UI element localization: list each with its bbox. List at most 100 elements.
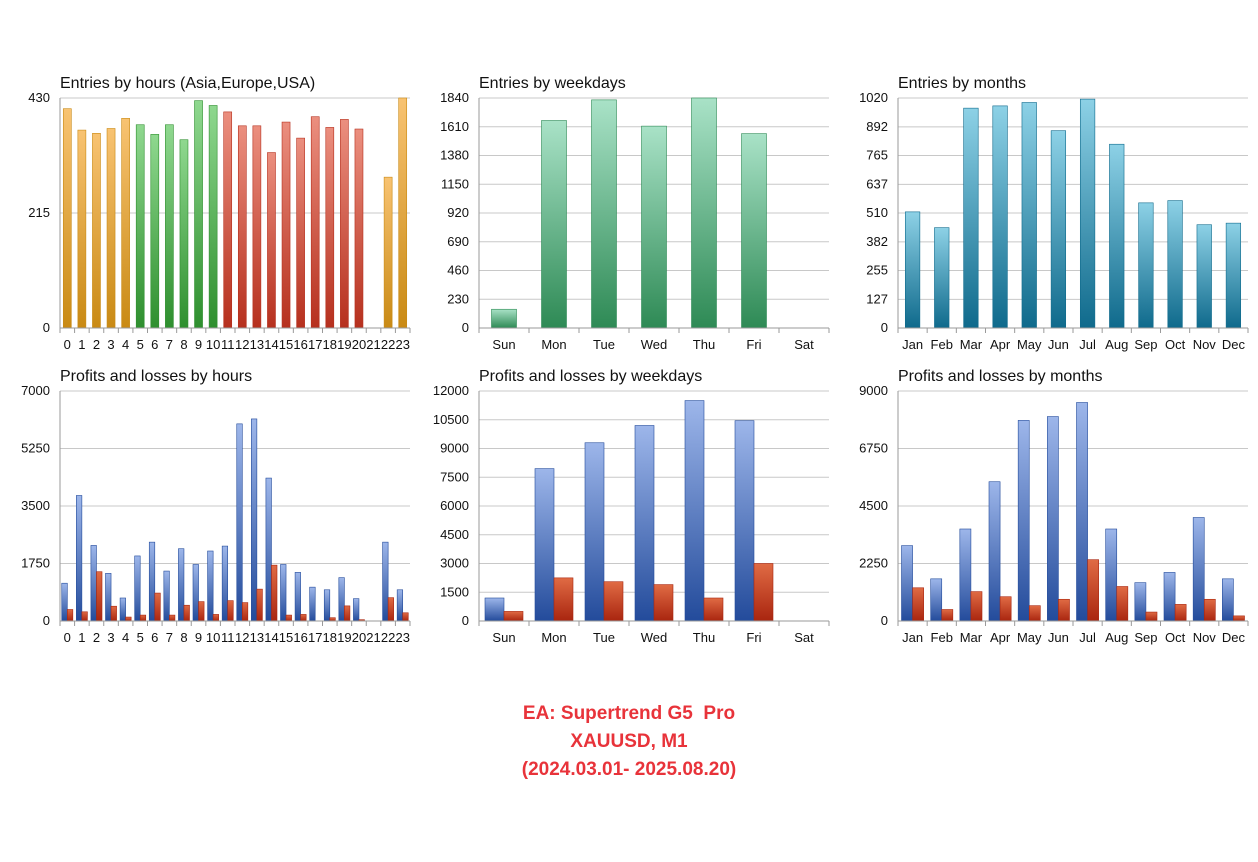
bar [344,605,351,622]
bar [281,121,291,329]
bar [534,468,555,622]
bar [169,614,176,622]
bar [61,582,68,622]
bar [271,564,278,622]
x-tick-label: 20 [352,630,366,645]
x-tick-label: 21 [366,337,380,352]
x-tick-label: 7 [166,630,173,645]
x-tick-label: Feb [931,337,953,352]
bar [634,425,655,622]
bar [691,97,717,329]
x-tick-label: 2 [93,337,100,352]
bar [901,545,913,622]
y-tick-label: 3000 [440,556,469,571]
bar [323,589,331,622]
bar [591,99,617,329]
y-tick-label: 892 [866,119,888,134]
chart-profits-losses-by-weekdays: Profits and losses by weekdays 0 1500 3000 4… [429,363,830,663]
x-tick-label: May [1017,337,1042,352]
x-tick-label: Oct [1165,337,1186,352]
bar [119,597,126,622]
x-tick-label: 19 [337,337,351,352]
y-tick-label: 765 [866,148,888,163]
bar [179,139,189,329]
bar [1028,605,1041,622]
x-tick-label: Apr [990,630,1011,645]
x-tick-label: 12 [235,630,249,645]
bar [603,581,624,622]
y-tick-label: 510 [866,205,888,220]
x-tick-label: Thu [693,630,715,645]
x-tick-label: 5 [137,630,144,645]
bar [1163,572,1176,622]
bar [988,481,1001,622]
bar [340,119,349,329]
x-tick-label: 1 [78,630,85,645]
y-tick-label: 230 [447,291,469,306]
x-tick-label: Jun [1048,337,1069,352]
chart-title: Profits and losses by weekdays [479,368,702,385]
bar [1047,416,1059,622]
x-tick-label: Jul [1079,630,1096,645]
x-tick-label: Wed [641,337,668,352]
bar [92,133,101,329]
bar [1105,528,1118,622]
bar [1225,222,1242,329]
y-tick-label: 0 [881,320,888,335]
x-tick-label: 2 [93,630,100,645]
bar [294,572,301,622]
x-tick-label: Nov [1193,337,1217,352]
y-tick-label: 1840 [440,90,469,105]
x-tick-label: Dec [1222,337,1246,352]
x-tick-label: 10 [206,630,220,645]
y-tick-label: 9000 [859,383,888,398]
bar [106,128,116,329]
bar [256,588,263,622]
bar [121,118,130,329]
bar [236,423,243,622]
bar [491,308,517,329]
bar [541,120,567,329]
y-tick-label: 255 [866,263,888,278]
x-tick-label: Mar [960,337,983,352]
x-tick-label: Aug [1105,630,1128,645]
x-tick-label: 6 [151,630,158,645]
x-tick-label: Sat [794,630,814,645]
chart-svg: Profits and losses by hours0175035005250… [21,368,411,645]
y-tick-label: 430 [28,90,50,105]
x-tick-label: 18 [323,337,337,352]
bar [252,125,262,329]
bar [139,614,147,622]
bar [1116,586,1129,622]
y-tick-label: 637 [866,176,888,191]
y-tick-label: 0 [43,320,50,335]
bar [753,563,774,622]
x-tick-label: Aug [1105,337,1128,352]
x-tick-label: 11 [221,337,235,352]
bar [398,97,408,329]
chart-svg: Profits and losses by weekdays 0 1500 3000 4… [433,368,830,645]
x-tick-label: 22 [381,337,395,352]
x-tick-label: 15 [279,337,293,352]
bar [76,495,83,622]
bar [62,108,72,329]
x-tick-label: Tue [593,337,615,352]
chart-title: Entries by months [898,75,1026,92]
y-tick-label: 0 [43,613,50,628]
x-tick-label: Jan [902,337,923,352]
bar [148,541,156,622]
y-tick-label: 460 [447,263,469,278]
bar [1087,559,1099,622]
bar [1196,224,1212,329]
x-tick-label: 4 [122,630,129,645]
x-tick-label: 9 [195,337,202,352]
x-tick-label: 23 [395,337,409,352]
bar [999,596,1012,622]
y-tick-label: 6000 [440,498,469,513]
y-tick-label: 0 [881,613,888,628]
bar [251,418,258,622]
x-tick-label: 22 [381,630,395,645]
x-tick-label: 17 [308,630,322,645]
x-tick-label: 15 [279,630,293,645]
bar [192,564,199,622]
